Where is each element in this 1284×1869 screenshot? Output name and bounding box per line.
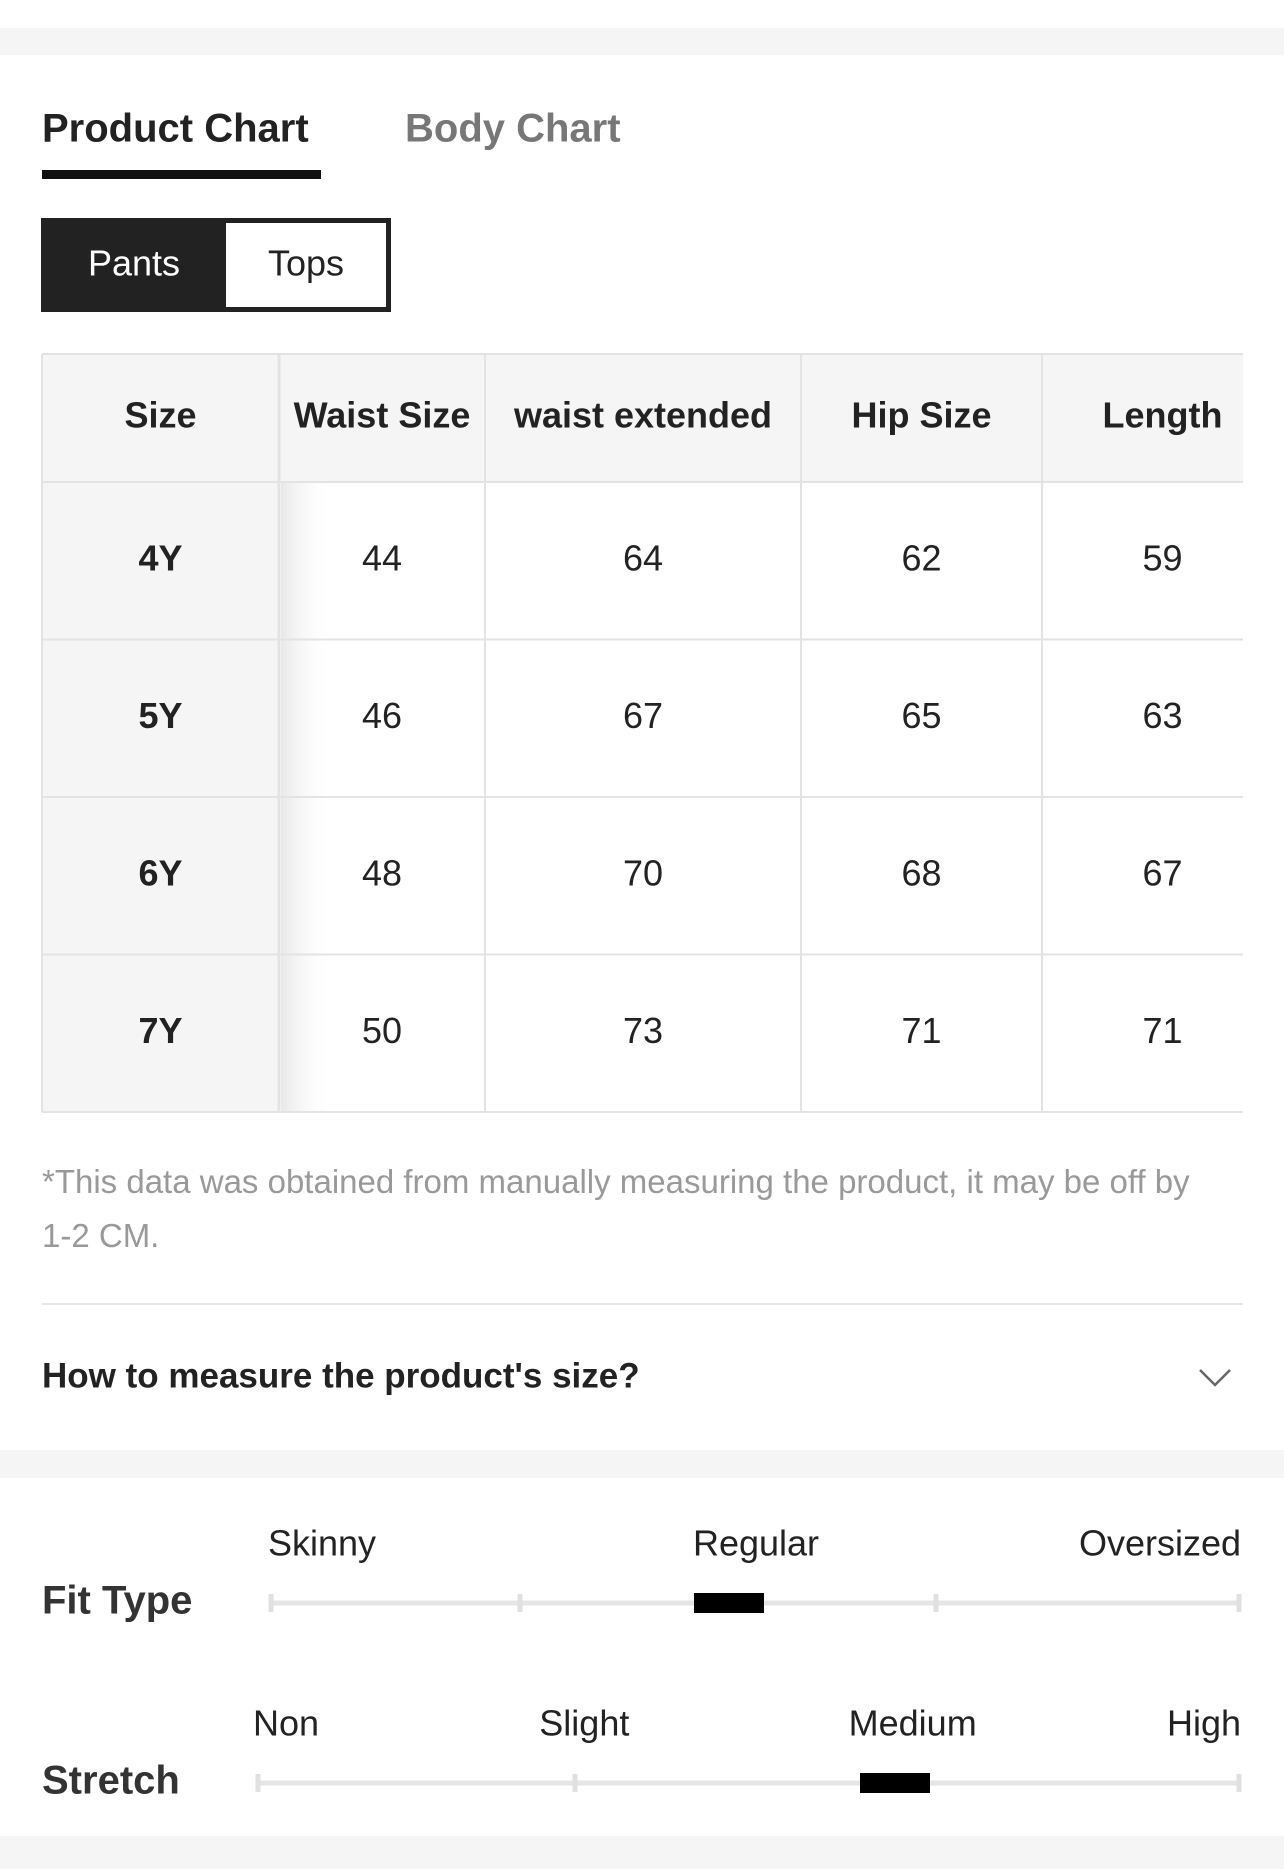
- cell: 44: [362, 537, 402, 578]
- cell: 62: [901, 537, 941, 578]
- scale-marker: [860, 1773, 930, 1793]
- fit-scales: Fit Type Skinny Regular Oversized Stretch Non…: [42, 1523, 1242, 1803]
- cell: 71: [1142, 1010, 1182, 1051]
- accordion-title[interactable]: How to measure the product's size?: [42, 1356, 640, 1395]
- chevron[interactable]: [1199, 1369, 1231, 1387]
- scale-label: Medium: [849, 1703, 977, 1744]
- tab-active[interactable]: Product Chart: [42, 107, 309, 151]
- header-cell: waist extended: [513, 395, 772, 436]
- header-cell: Waist Size: [294, 395, 471, 436]
- scale-label: Regular: [693, 1523, 819, 1564]
- cell: 73: [623, 1010, 663, 1051]
- segment-active[interactable]: [42, 219, 226, 311]
- scale-label: Slight: [539, 1703, 629, 1744]
- scale-label: Skinny: [268, 1523, 376, 1564]
- cell: 64: [623, 537, 663, 578]
- section-divider: [0, 28, 1284, 55]
- section-divider: [0, 1450, 1284, 1478]
- cell: 50: [362, 1010, 402, 1051]
- segment-label[interactable]: Pants: [88, 243, 180, 284]
- cell: 67: [623, 695, 663, 736]
- scale-label: High: [1167, 1703, 1241, 1744]
- note: *This data was obtained from manually me…: [42, 1163, 1190, 1254]
- scale-marker: [694, 1593, 764, 1613]
- header-cell: Hip Size: [851, 395, 991, 436]
- scale-title: Fit Type: [42, 1579, 192, 1623]
- cell: 46: [362, 695, 402, 736]
- first-col-bg: [42, 354, 279, 1112]
- section-divider: [0, 1836, 1284, 1869]
- cell: 67: [1142, 852, 1182, 893]
- header-cell: Size: [124, 395, 196, 436]
- cell: 48: [362, 852, 402, 893]
- cell: 68: [901, 852, 941, 893]
- scale-label: Oversized: [1079, 1523, 1241, 1564]
- cell: 71: [901, 1010, 941, 1051]
- tab[interactable]: Body Chart: [405, 107, 621, 151]
- scale-title: Stretch: [42, 1759, 180, 1803]
- cell: 59: [1142, 537, 1182, 578]
- cell: 70: [623, 852, 663, 893]
- scale-label: Non: [253, 1703, 319, 1744]
- row-header: 5Y: [138, 695, 182, 736]
- cell: 65: [901, 695, 941, 736]
- size-table: Size Waist Size waist extended Hip Size Leng…: [41, 353, 1243, 1113]
- row-header: 6Y: [138, 852, 182, 893]
- segment-label[interactable]: Tops: [268, 243, 344, 284]
- header-cell: Length: [1103, 395, 1223, 436]
- cell: 63: [1142, 695, 1182, 736]
- row-header: 7Y: [138, 1010, 182, 1051]
- tab-underline: [42, 170, 321, 179]
- row-header: 4Y: [138, 537, 182, 578]
